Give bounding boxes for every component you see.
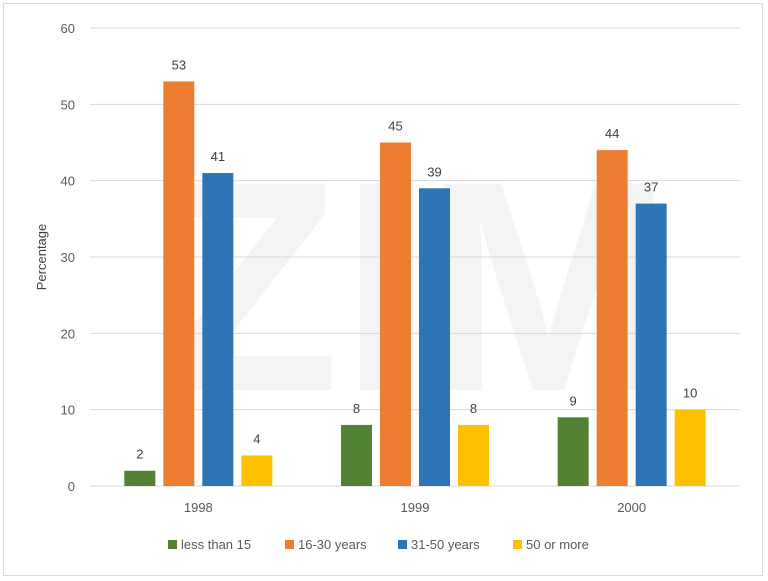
y-tick-label: 10 <box>61 403 75 418</box>
bar <box>557 417 589 486</box>
data-label: 45 <box>388 119 402 134</box>
y-tick-label: 0 <box>68 479 75 494</box>
y-axis-label: Percentage <box>34 224 49 291</box>
x-tick-label: 2000 <box>617 500 646 515</box>
y-tick-label: 40 <box>61 174 75 189</box>
x-tick-label: 1998 <box>184 500 213 515</box>
bar <box>635 203 667 487</box>
data-label: 53 <box>172 57 186 72</box>
data-label: 10 <box>683 386 697 401</box>
data-label: 44 <box>605 126 619 141</box>
bar <box>596 150 628 486</box>
bar <box>419 188 450 487</box>
chart-frame <box>3 3 763 576</box>
legend-swatch <box>398 540 407 549</box>
bar <box>341 424 372 486</box>
data-label: 41 <box>211 149 225 164</box>
bar <box>202 173 234 487</box>
y-tick-label: 20 <box>61 326 75 341</box>
y-tick-label: 50 <box>61 97 75 112</box>
data-label: 2 <box>136 447 143 462</box>
watermark: ZIM <box>157 118 674 454</box>
legend-swatch <box>513 540 522 549</box>
legend-label: 16-30 years <box>298 537 367 552</box>
legend-label: less than 15 <box>181 537 251 552</box>
data-label: 9 <box>570 393 577 408</box>
legend-label: 50 or more <box>526 537 589 552</box>
bar <box>380 142 411 486</box>
legend-swatch <box>168 540 177 549</box>
bar <box>674 409 706 486</box>
data-label: 8 <box>353 401 360 416</box>
legend-swatch <box>285 540 294 549</box>
legend-label: 31-50 years <box>411 537 480 552</box>
data-label: 8 <box>470 401 477 416</box>
bar <box>163 81 195 486</box>
data-label: 4 <box>253 431 260 446</box>
data-label: 39 <box>427 164 441 179</box>
bar <box>458 424 489 486</box>
bar <box>124 470 156 486</box>
x-tick-label: 1999 <box>401 500 430 515</box>
y-tick-label: 60 <box>61 21 75 36</box>
bar <box>241 455 273 486</box>
data-label: 37 <box>644 180 658 195</box>
y-tick-label: 30 <box>61 250 75 265</box>
